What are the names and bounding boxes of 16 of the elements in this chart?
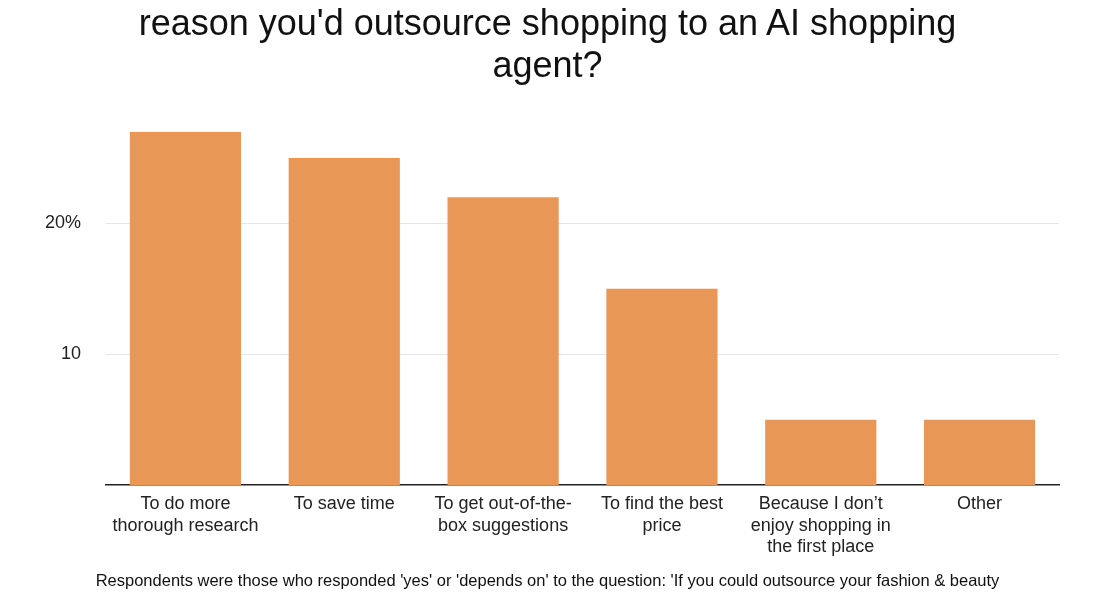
bar xyxy=(129,131,242,486)
x-tick-label: To find the best price xyxy=(600,492,723,535)
y-tick-label: 10 xyxy=(61,343,82,364)
bar xyxy=(288,157,400,486)
bar xyxy=(447,197,559,486)
x-tick-label: To get out-of-the-box suggestions xyxy=(434,492,572,535)
chart-title: reason you'd outsource shopping to an AI shopping agent? xyxy=(137,2,958,86)
y-tick-label: 20% xyxy=(45,212,82,233)
x-tick-label: To save time xyxy=(293,492,395,513)
x-tick-label: To do more thorough research xyxy=(112,492,259,535)
bar xyxy=(765,419,877,486)
x-tick-label: Other xyxy=(957,492,1003,513)
x-tick-label: Because I don’t enjoy shopping in the first place xyxy=(750,492,891,557)
bar xyxy=(606,288,718,486)
bar xyxy=(924,419,1036,486)
text: Respondents were those who responded 'yes' or 'depends on' to the question: 'If you could outsource your fashion & beauty xyxy=(94,571,1001,590)
